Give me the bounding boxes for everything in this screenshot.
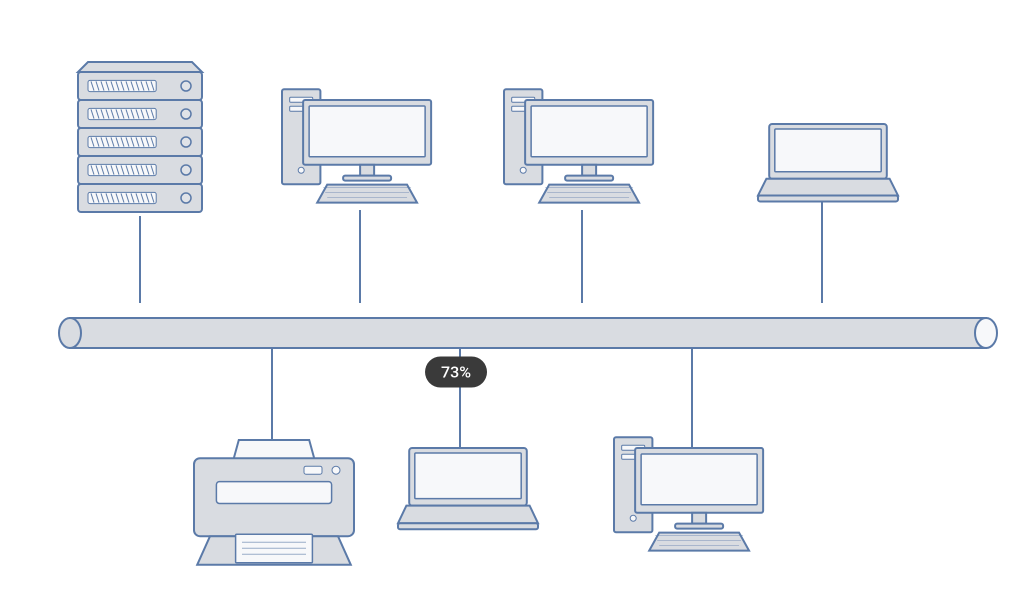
workstation-1-icon xyxy=(282,89,431,202)
backbone-bus xyxy=(59,318,997,348)
laptop-1-icon xyxy=(758,124,898,201)
server-icon xyxy=(78,62,202,212)
workstation-3-icon xyxy=(614,437,763,550)
bus-network-diagram xyxy=(0,0,1036,612)
workstation-2-icon xyxy=(504,89,653,202)
printer-icon xyxy=(194,440,354,565)
progress-badge: 73% xyxy=(425,357,487,388)
laptop-2-icon xyxy=(398,448,538,529)
progress-badge-text: 73% xyxy=(441,363,471,382)
